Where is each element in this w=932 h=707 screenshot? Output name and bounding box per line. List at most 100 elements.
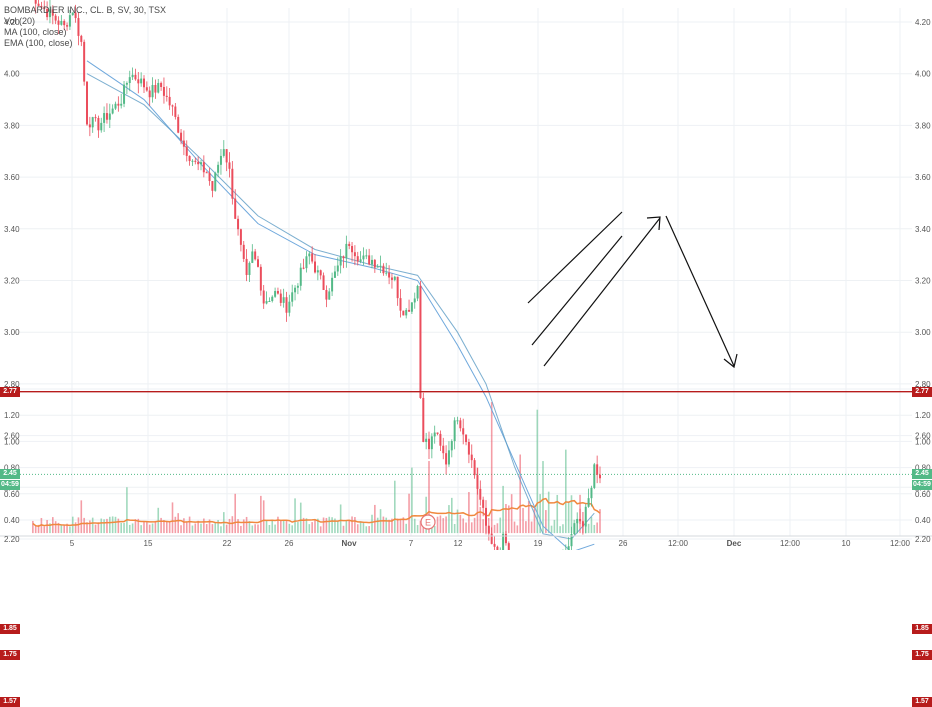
volume-bar bbox=[228, 518, 231, 534]
candle-body bbox=[123, 84, 126, 104]
time-axis: 5 15 22 26 Nov 7 12 19 26 12:00 Dec 12:00 10 12:00 bbox=[0, 535, 932, 548]
volume-bar bbox=[299, 502, 302, 534]
level-badge-right-185: 1.85 bbox=[912, 624, 932, 635]
volume-bar bbox=[280, 519, 282, 534]
candle-body bbox=[91, 117, 94, 128]
volume-bar bbox=[510, 494, 513, 534]
candlestick-series bbox=[34, 0, 601, 550]
candle-body bbox=[436, 432, 439, 434]
candle-body bbox=[182, 140, 185, 147]
candle-body bbox=[194, 160, 197, 162]
volume-tick-label-right: 0.60 bbox=[915, 490, 931, 499]
candle-body bbox=[111, 108, 114, 114]
volume-bar bbox=[519, 454, 521, 534]
arrowhead-up bbox=[646, 216, 661, 231]
volume-bar bbox=[240, 525, 242, 534]
volume-bar bbox=[128, 524, 131, 534]
candle-body bbox=[185, 146, 188, 156]
candle-body bbox=[599, 474, 601, 479]
candle-body bbox=[333, 271, 336, 278]
candle-body bbox=[328, 291, 331, 300]
ema-indicator-label[interactable]: EMA (100, close) bbox=[4, 38, 73, 48]
candle-body bbox=[581, 521, 584, 527]
level-badge-left-175: 1.75 bbox=[0, 650, 20, 661]
volume-bar bbox=[114, 516, 117, 534]
volume-bar bbox=[419, 520, 422, 534]
price-tick-label-right: 3.40 bbox=[915, 225, 931, 234]
volume-bar bbox=[445, 516, 447, 534]
volume-bar bbox=[151, 523, 154, 534]
candle-body bbox=[83, 41, 86, 82]
volume-bar bbox=[282, 520, 285, 534]
symbol-title[interactable]: BOMBARDIER INC., CL. B, SV, 30, TSX bbox=[4, 5, 167, 15]
candle-body bbox=[77, 18, 80, 36]
price-tick-label-right: 2.60 bbox=[915, 432, 931, 441]
volume-bar bbox=[80, 500, 83, 534]
earnings-marker[interactable]: E bbox=[420, 514, 436, 530]
volume-bar bbox=[260, 495, 262, 534]
volume-bar bbox=[43, 526, 46, 534]
candle-body bbox=[490, 533, 493, 544]
volume-bar bbox=[533, 508, 536, 534]
candle-body bbox=[371, 259, 373, 265]
volume-bar bbox=[157, 507, 160, 534]
candle-body bbox=[57, 20, 60, 25]
volume-bar bbox=[348, 519, 350, 534]
volume-bar bbox=[527, 500, 530, 534]
candle-body bbox=[51, 9, 54, 16]
ma-indicator-label[interactable]: MA (100, close) bbox=[4, 27, 67, 37]
candle-body bbox=[191, 160, 194, 162]
volume-ma-line bbox=[32, 497, 601, 527]
candle-body bbox=[160, 82, 163, 88]
volume-bar bbox=[459, 514, 462, 534]
volume-bar bbox=[468, 492, 470, 534]
volume-indicator-label[interactable]: Vol (20) bbox=[4, 16, 36, 26]
volume-bar bbox=[143, 521, 145, 534]
candle-body bbox=[396, 276, 399, 299]
price-tick-label-left: 2.80 bbox=[4, 380, 20, 389]
candle-body bbox=[202, 162, 205, 173]
price-chart[interactable]: 5 15 22 26 Nov 7 12 19 26 12:00 Dec 12:00 10 12:00 4.… bbox=[0, 0, 932, 550]
candle-body bbox=[593, 464, 596, 488]
candle-body bbox=[504, 533, 507, 544]
volume-bar bbox=[462, 518, 464, 534]
volume-bar bbox=[277, 516, 279, 534]
candle-body bbox=[345, 243, 348, 259]
candle-body bbox=[288, 301, 291, 313]
candle-body bbox=[416, 285, 419, 299]
trend-drawings bbox=[527, 211, 738, 369]
level-badge-right-277: 2.77 bbox=[912, 386, 932, 397]
volume-bar bbox=[331, 517, 333, 534]
candle-body bbox=[131, 74, 134, 78]
volume-bar bbox=[168, 521, 171, 534]
volume-bar bbox=[593, 524, 596, 534]
volume-bar bbox=[453, 524, 456, 534]
volume-bar bbox=[54, 521, 57, 534]
candle-body bbox=[467, 442, 470, 455]
candle-body bbox=[60, 20, 63, 25]
volume-bar bbox=[536, 409, 539, 534]
volume-bar bbox=[525, 521, 527, 534]
candle-body bbox=[214, 172, 217, 191]
candle-body bbox=[157, 82, 160, 93]
price-tick-label-right: 3.80 bbox=[915, 121, 931, 130]
candle-body bbox=[66, 25, 69, 27]
volume-bar bbox=[154, 520, 157, 534]
volume-bar bbox=[567, 501, 570, 534]
candle-body bbox=[88, 124, 91, 128]
price-tick-label-left: 3.40 bbox=[4, 225, 20, 234]
volume-bar bbox=[91, 517, 94, 534]
volume-bar bbox=[294, 498, 296, 534]
price-tick-label-left: 2.20 bbox=[4, 535, 20, 544]
price-tick-label-right: 4.20 bbox=[915, 18, 931, 27]
candle-body bbox=[257, 259, 259, 267]
candle-body bbox=[137, 79, 140, 84]
candle-body bbox=[311, 253, 314, 262]
volume-bar bbox=[470, 522, 473, 534]
level-badge-right-157: 1.57 bbox=[912, 696, 932, 707]
time-tick-label: 22 bbox=[223, 539, 232, 548]
candle-body bbox=[353, 252, 356, 257]
volume-bar bbox=[148, 524, 151, 534]
volume-bar bbox=[225, 524, 228, 534]
projection-line-down bbox=[665, 215, 735, 367]
